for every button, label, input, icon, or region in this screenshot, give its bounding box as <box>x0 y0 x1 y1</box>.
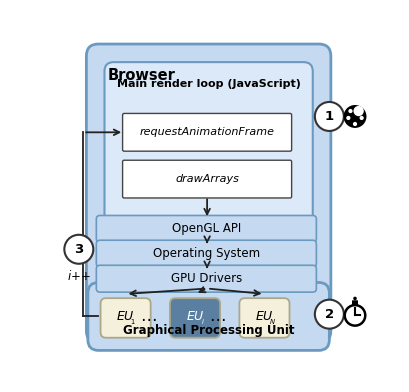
Circle shape <box>314 299 343 328</box>
FancyBboxPatch shape <box>96 265 316 292</box>
Circle shape <box>359 116 363 120</box>
Text: $_N$: $_N$ <box>268 318 275 327</box>
Text: drawArrays: drawArrays <box>175 174 238 184</box>
Text: 1: 1 <box>324 110 333 123</box>
Text: $\cdots$: $\cdots$ <box>139 309 156 327</box>
Text: $EU$: $EU$ <box>185 310 204 323</box>
FancyBboxPatch shape <box>100 298 150 338</box>
Text: Browser: Browser <box>107 68 175 83</box>
FancyBboxPatch shape <box>122 160 291 198</box>
Circle shape <box>352 122 356 126</box>
FancyBboxPatch shape <box>122 113 291 151</box>
FancyBboxPatch shape <box>96 240 316 267</box>
Text: $EU$: $EU$ <box>254 310 273 323</box>
Text: $_1$: $_1$ <box>130 318 136 327</box>
Text: 2: 2 <box>324 308 333 321</box>
Text: $EU$: $EU$ <box>116 310 135 323</box>
Circle shape <box>357 108 361 112</box>
Text: OpenGL API: OpenGL API <box>171 222 240 236</box>
FancyBboxPatch shape <box>96 216 316 242</box>
Text: 3: 3 <box>74 243 83 256</box>
FancyBboxPatch shape <box>351 300 357 305</box>
Text: $\cdots$: $\cdots$ <box>209 309 225 327</box>
Circle shape <box>353 106 363 116</box>
Circle shape <box>64 235 93 264</box>
Text: GPU Drivers: GPU Drivers <box>170 272 241 285</box>
Circle shape <box>343 105 366 128</box>
Circle shape <box>346 116 350 120</box>
FancyBboxPatch shape <box>86 44 330 343</box>
Text: requestAnimationFrame: requestAnimationFrame <box>139 127 274 137</box>
Circle shape <box>352 297 356 300</box>
FancyBboxPatch shape <box>170 298 220 338</box>
Text: $_i$: $_i$ <box>200 318 204 327</box>
Circle shape <box>314 102 343 131</box>
Text: Graphical Processing Unit: Graphical Processing Unit <box>123 325 294 338</box>
Text: $i$++: $i$++ <box>67 269 90 283</box>
FancyBboxPatch shape <box>104 62 312 231</box>
Circle shape <box>348 109 352 113</box>
FancyBboxPatch shape <box>239 298 289 338</box>
Text: Operating System: Operating System <box>153 247 259 260</box>
Text: Main render loop (JavaScript): Main render loop (JavaScript) <box>117 79 300 89</box>
FancyBboxPatch shape <box>88 283 328 350</box>
